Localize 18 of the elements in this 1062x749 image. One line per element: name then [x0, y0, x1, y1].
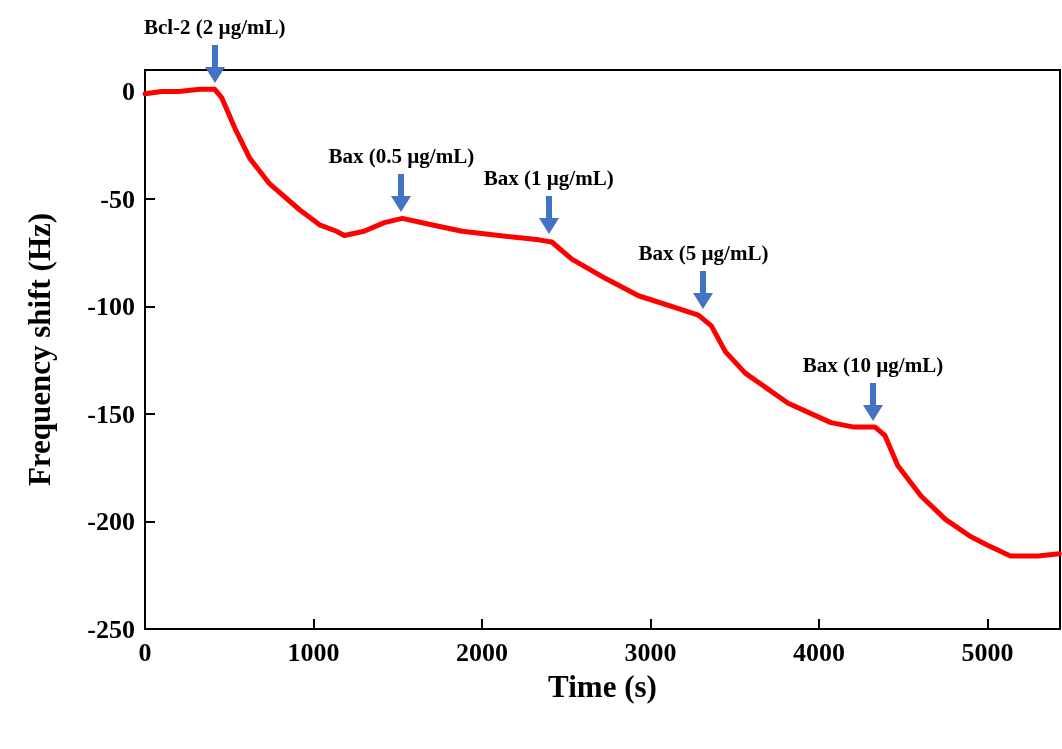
annotation: Bcl-2 (2 µg/mL)	[143, 15, 286, 41]
y-tick-label: -100	[87, 292, 135, 321]
annotation: Bax (5 µg/mL)	[638, 241, 769, 267]
y-tick-label: -150	[87, 399, 135, 429]
y-tick-label: -200	[87, 507, 135, 536]
annotation: Bax (10 µg/mL)	[802, 352, 944, 378]
x-tick-label: 5000	[961, 637, 1014, 667]
x-tick-label: 3000	[624, 637, 677, 667]
x-tick-label: 4000	[793, 637, 846, 667]
y-tick-label: -50	[100, 184, 135, 214]
annotation: Bax (1 µg/mL)	[483, 165, 614, 191]
annotation: Bax (0.5 µg/mL)	[328, 144, 475, 170]
x-tick-label: 2000	[456, 637, 509, 667]
y-axis-title: Frequency shift (Hz)	[22, 212, 57, 487]
y-tick-label: -250	[87, 614, 135, 644]
x-tick-label: 1000	[287, 637, 340, 667]
y-tick-label: 0	[122, 77, 135, 106]
x-axis-title: Time (s)	[548, 669, 657, 704]
